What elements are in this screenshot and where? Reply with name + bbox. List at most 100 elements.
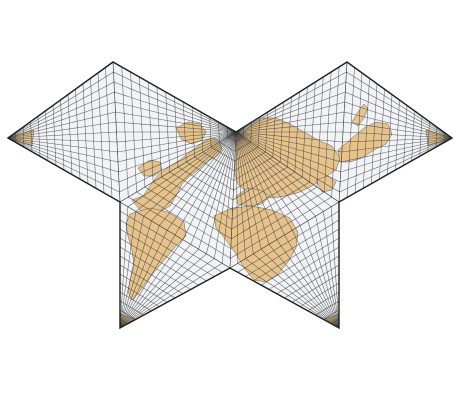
graticule-parallel (338, 62, 348, 203)
graticule-parallel (165, 91, 170, 173)
graticule-parallel (435, 127, 438, 148)
graticule-parallel (119, 291, 152, 312)
graticule-parallel (279, 101, 284, 163)
graticule-parallel (119, 210, 223, 273)
graticule-parallel (371, 83, 378, 184)
east-asia-landmass (337, 121, 393, 163)
graticule-parallel (177, 166, 234, 201)
graticule-parallel (194, 156, 234, 181)
graticule-parallel (119, 255, 183, 294)
graticule-parallel (119, 309, 136, 320)
graticule-parallel (169, 171, 233, 210)
graticule-parallel (60, 99, 65, 171)
graticule-parallel (309, 81, 316, 183)
graticule-parallel (331, 318, 340, 324)
graticule-parallel (156, 86, 162, 178)
graticule-parallel (323, 309, 340, 320)
graticule-parallel (191, 106, 195, 158)
map-outline (6, 61, 454, 330)
graticule-parallel (253, 228, 340, 282)
graticule-parallel (119, 201, 231, 269)
graticule-parallel (265, 111, 268, 153)
graticule-parallel (186, 161, 234, 191)
graticule-parallel (161, 176, 233, 220)
graticule-parallel (119, 273, 168, 303)
graticule-parallel (30, 121, 33, 152)
ocean-fill (8, 62, 452, 328)
graticule-parallel (230, 196, 332, 259)
graticule-parallel (261, 237, 340, 286)
graticule-parallel (294, 91, 300, 173)
graticule-parallel (153, 181, 232, 230)
graticule-parallel (331, 66, 340, 198)
graticule-parallel (232, 171, 295, 210)
graticule-parallel (316, 76, 324, 188)
graticule-parallel (233, 156, 273, 181)
graticule-parallel (243, 126, 245, 138)
graticule-parallel (245, 219, 340, 277)
graticule-parallel (411, 110, 415, 161)
graticule-parallel (419, 116, 423, 157)
graticule-parallel (211, 146, 235, 162)
graticule-parallel (232, 166, 288, 201)
graticule-parallel (231, 181, 310, 230)
graticule-parallel (105, 67, 113, 198)
graticule-parallel (387, 94, 393, 175)
graticule-parallel (75, 89, 81, 180)
graticule-parallel (443, 132, 445, 143)
graticule-parallel (200, 111, 204, 153)
graticule-parallel (139, 76, 146, 188)
graticule-parallel (231, 186, 318, 240)
graticule-parallel (119, 219, 215, 277)
graticule-parallel (174, 96, 179, 168)
graticule-parallel (52, 105, 57, 166)
graticule-parallel (112, 62, 121, 203)
graticule-parallel (233, 161, 281, 191)
graticule-parallel (287, 96, 292, 168)
graticule-parallel (234, 151, 266, 172)
graticule-parallel (229, 201, 340, 269)
graticule-parallel (324, 71, 332, 193)
graticule-parallel (403, 105, 408, 166)
graticule-parallel (130, 71, 137, 193)
graticule-parallel (362, 78, 370, 189)
graticule-parallel (230, 191, 325, 249)
graticule-parallel (121, 66, 129, 198)
graticule-parallel (119, 318, 128, 324)
landmasses (8, 103, 452, 328)
graticule-parallel (427, 121, 430, 152)
graticule-parallel (292, 273, 340, 303)
graticule-parallel (268, 246, 340, 290)
graticule-parallel (257, 116, 261, 148)
graticule-parallel (90, 78, 97, 189)
graticule-parallel (119, 246, 191, 290)
graticule-parallel (119, 282, 160, 307)
graticule-parallel (395, 99, 400, 171)
graticule-parallel (183, 101, 187, 163)
graticule-parallel (45, 110, 49, 161)
graticule-parallel (15, 132, 17, 143)
graticule-parallel (235, 136, 244, 142)
graticule-parallel (272, 106, 276, 158)
graticule-parallel (128, 196, 231, 259)
graticule-parallel (250, 121, 253, 143)
graticule-parallel (346, 67, 355, 198)
graticule-parallel (67, 94, 73, 175)
graticule-parallel (136, 191, 231, 249)
graticule-parallel (119, 228, 207, 282)
graticule-parallel (354, 72, 363, 193)
graticule-parallel (144, 186, 232, 240)
graticule-parallel (379, 89, 385, 180)
graticule-parallel (226, 126, 228, 138)
graticule-parallel (82, 83, 89, 184)
graticule-parallel (284, 264, 340, 299)
graticule-parallel (147, 81, 154, 183)
graticule-parallel (301, 86, 308, 178)
graticule-parallel (209, 116, 212, 148)
graticule-parallel (97, 72, 105, 193)
graticule-parallel (234, 146, 259, 162)
graticule-parallel (202, 151, 235, 172)
graticule-parallel (307, 291, 340, 312)
graticule-parallel (22, 127, 25, 148)
